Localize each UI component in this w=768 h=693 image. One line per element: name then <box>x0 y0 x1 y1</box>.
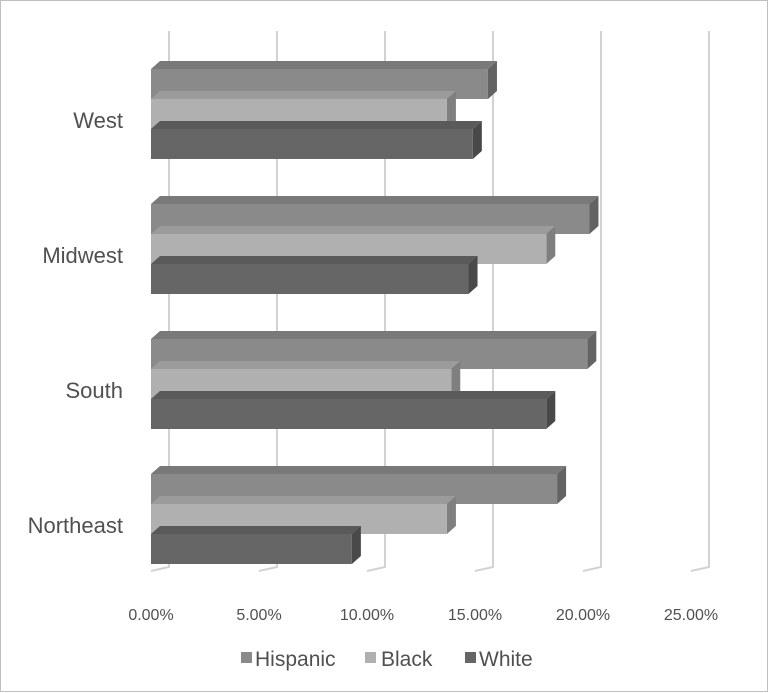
x-tick-label: 15.00% <box>448 607 502 624</box>
legend-item-white: White <box>465 648 533 671</box>
legend-swatch <box>241 652 252 663</box>
legend-label: White <box>479 648 533 671</box>
bar-south-white <box>151 391 556 429</box>
legend-swatch <box>465 652 476 663</box>
x-tick-label: 25.00% <box>664 607 718 624</box>
gridline <box>582 31 602 572</box>
x-tick-label: 20.00% <box>556 607 610 624</box>
legend-label: Black <box>381 648 433 671</box>
category-labels: West Midwest South Northeast <box>28 108 123 538</box>
x-tick-label: 5.00% <box>236 607 281 624</box>
bar-midwest-white <box>151 256 478 294</box>
legend: Hispanic Black White <box>241 648 533 671</box>
category-label-midwest: Midwest <box>42 243 123 268</box>
category-label-south: South <box>66 378 124 403</box>
x-tick-label: 10.00% <box>340 607 394 624</box>
legend-label: Hispanic <box>255 648 336 671</box>
x-axis-tick-labels: 0.00% 5.00% 10.00% 15.00% 20.00% 25.00% <box>128 607 718 624</box>
x-tick-label: 0.00% <box>128 607 173 624</box>
category-label-northeast: Northeast <box>28 513 123 538</box>
legend-swatch <box>365 652 376 663</box>
bars <box>151 61 599 564</box>
legend-item-black: Black <box>365 648 433 671</box>
gridline <box>690 31 710 572</box>
bar-northeast-white <box>151 526 361 564</box>
bar-west-white <box>151 121 482 159</box>
legend-item-hispanic: Hispanic <box>241 648 336 671</box>
category-label-west: West <box>73 108 123 133</box>
